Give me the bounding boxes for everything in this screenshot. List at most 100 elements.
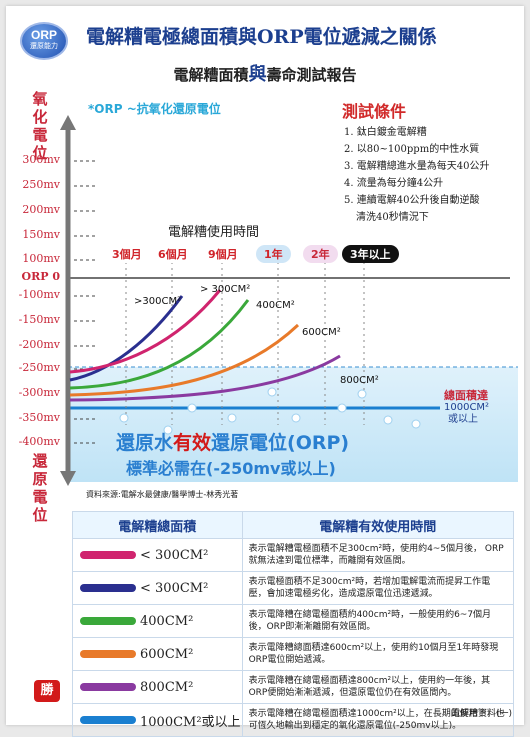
condition-item: 清洗40秒情況下: [356, 212, 429, 223]
color-swatch: [80, 551, 136, 559]
area-label: < 300CM²: [140, 580, 209, 596]
table-cell-time: 表示電極面積不足300cm²時，若增加電解電流而提昇工作電壓，會加速電極劣化，造…: [241, 571, 515, 605]
bubble: [227, 413, 237, 423]
logo-text: ORP: [30, 28, 57, 42]
table-row: 1000CM²或以上 表示電降糟在總電極面積達1000cm²以上，在長期的使用下，…: [72, 703, 515, 737]
table-row: < 300CM² 表示電極面積不足300cm²時，若增加電解電流而提昇工作電壓，會…: [72, 571, 515, 605]
table-row: 400CM² 表示電降糟在總電極面積約400cm²時，一般使用約6~7個月後，OR…: [72, 604, 515, 638]
area-label: 400CM²: [140, 613, 194, 629]
series-label-lt300-a: > 300CM²: [200, 284, 250, 295]
bubbles: [119, 387, 421, 445]
summary-table: 電解糟總面積 電解糟有效使用時間 < 300CM² 表示電解糟電極面積不足300c…: [72, 511, 515, 737]
time-pill: 9個月: [200, 245, 246, 263]
time-pill: 1年: [256, 245, 291, 263]
table-cell-area: 800CM²: [72, 670, 243, 704]
y-axis-arrow-up: [60, 115, 76, 130]
table-cell-area: < 300CM²: [72, 571, 243, 605]
series-line-800: [69, 354, 341, 402]
y-axis-arrow-down: [60, 471, 76, 486]
source-note: 資料來源:電解水最健康/醫學博士-林秀光著: [86, 490, 239, 499]
series-line-lt300-a: [69, 289, 222, 374]
series-line-400: [69, 299, 250, 390]
color-swatch: [80, 716, 136, 724]
bubble: [251, 435, 261, 445]
area-label: 1000CM²或以上: [140, 714, 241, 730]
zone-label: 總面積達: [444, 389, 488, 402]
y-tick-label: -100mv: [18, 288, 60, 301]
y-label-oxidation: 氧化電位: [32, 90, 48, 162]
footer-note: 電解糟資料(一): [450, 709, 512, 719]
condition-item: 1. 鈦白鍍金電解糟: [344, 127, 427, 138]
banner-line-1: 還原水有效還原電位(ORP): [116, 432, 350, 454]
table-cell-time: 表示電降糟總面積達600cm²以上，使用約10個月至1年時發現ORP電位開始遞減…: [241, 637, 515, 671]
y-tick-label: 300mv: [22, 153, 60, 166]
conditions-list: 1. 鈦白鍍金電解糟 2. 以80~100ppm的中性水質 3. 電解糟總進水量…: [344, 124, 519, 226]
y-tick-label: -200mv: [18, 338, 60, 351]
bubble: [357, 389, 367, 399]
time-pill: 3個月: [104, 245, 150, 263]
condition-item: 3. 電解糟總進水量為每天40公升: [344, 161, 490, 172]
area-label: 800CM²: [140, 679, 194, 695]
logo-subtext: 還原能力: [30, 42, 58, 50]
y-tick-label: 200mv: [22, 203, 60, 216]
table-body: < 300CM² 表示電解糟電極面積不足300cm²時，使用約4~5個月後， OR…: [72, 538, 515, 737]
condition-item: 4. 流量為每分鐘4公升: [344, 178, 444, 189]
color-swatch: [80, 584, 136, 592]
table-cell-area: 600CM²: [72, 637, 243, 671]
y-tick-label: 250mv: [22, 178, 60, 191]
color-swatch: [80, 650, 136, 658]
y-tick-label: -350mv: [18, 411, 60, 424]
series-label-400: 400CM²: [256, 300, 295, 311]
series-line-lt300-b: [69, 295, 184, 382]
orp-logo: ORP 還原能力: [20, 22, 68, 60]
time-pill: 6個月: [150, 245, 196, 263]
series-label-800: 800CM²: [340, 375, 379, 386]
table-row: 600CM² 表示電降糟總面積達600cm²以上，使用約10個月至1年時發現ORP…: [72, 637, 515, 671]
banner-line-2: 標準必需在(-250mv或以上): [126, 459, 336, 478]
bubble: [411, 419, 421, 429]
time-pill: 2年: [303, 245, 338, 263]
bubble: [337, 403, 347, 413]
table-cell-time: 表示電解糟電極面積不足300cm²時，使用約4~5個月後， ORP就無法達到電位…: [241, 538, 515, 572]
y-tick-label: -400mv: [18, 435, 60, 448]
zone-value: 1000CM² 或以上: [444, 402, 490, 425]
table-header-area: 電解糟總面積: [72, 511, 243, 539]
area-label: 600CM²: [140, 646, 194, 662]
win-badge: 勝: [34, 680, 60, 702]
bubble: [313, 435, 323, 445]
condition-item: 5. 連續電解40公升後自動逆酸: [344, 195, 480, 206]
time-pill: 3年以上: [342, 245, 399, 263]
color-swatch: [80, 683, 136, 691]
table-cell-area: 400CM²: [72, 604, 243, 638]
time-axis-title: 電解糟使用時間: [168, 225, 260, 240]
effective-zone: [68, 367, 518, 482]
table-row: 800CM² 表示電降糟在總電極面積達800cm²以上，使用約一年後，其ORP便開…: [72, 670, 515, 704]
table-cell-time: 表示電降糟在總電極面積達800cm²以上，使用約一年後，其ORP便開始漸漸遞減，…: [241, 670, 515, 704]
area-label: < 300CM²: [140, 547, 209, 563]
y-tick-label: 100mv: [22, 252, 60, 265]
y-tick-label: ORP 0: [21, 270, 60, 283]
series-label-lt300-b: >300CM²: [134, 296, 181, 307]
table-row: < 300CM² 表示電解糟電極面積不足300cm²時，使用約4~5個月後， OR…: [72, 538, 515, 572]
y-label-reduction: 還原電位: [32, 452, 48, 524]
page-title: 電解糟電極總面積與ORP電位遞減之關係: [86, 26, 437, 48]
bubble: [291, 413, 301, 423]
orp-note: *ORP ~抗氧化還原電位: [88, 102, 221, 116]
table-cell-area: < 300CM²: [72, 538, 243, 572]
bubble: [187, 403, 197, 413]
bubble: [267, 387, 277, 397]
bubble: [383, 415, 393, 425]
table-header-time: 電解糟有效使用時間: [241, 511, 515, 539]
color-swatch: [80, 617, 136, 625]
page-subtitle: 電解糟面積與壽命測試報告: [173, 64, 357, 85]
y-tick-label: 150mv: [22, 228, 60, 241]
y-tick-label: -300mv: [18, 386, 60, 399]
y-tick-label: -150mv: [18, 313, 60, 326]
series-label-600: 600CM²: [302, 327, 341, 338]
table-cell-time: 表示電降糟在總電極面積約400cm²時，一般使用約6~7個月後，ORP即漸漸離開…: [241, 604, 515, 638]
bubble: [119, 413, 129, 423]
condition-item: 2. 以80~100ppm的中性水質: [344, 144, 480, 155]
y-tick-label: -250mv: [18, 361, 60, 374]
bubble: [163, 425, 173, 435]
